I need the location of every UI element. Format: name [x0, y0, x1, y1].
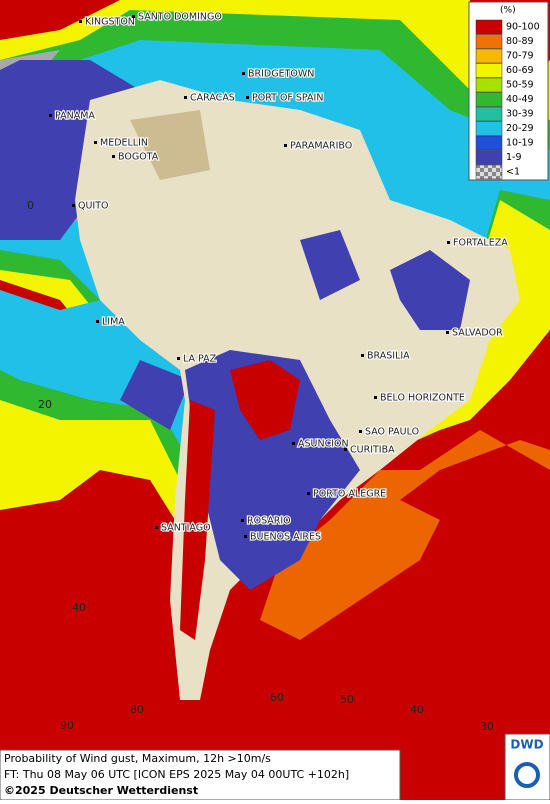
city-marker: [246, 96, 249, 99]
footer-line: FT: Thu 08 May 06 UTC [ICON EPS 2025 May…: [4, 768, 349, 781]
city-marker: [241, 519, 244, 522]
city-label: LIMA: [102, 317, 125, 328]
city-marker: [49, 114, 52, 117]
legend-swatch: [475, 135, 503, 151]
city-marker: [284, 144, 287, 147]
city-label: BOGOTA: [118, 152, 159, 163]
legend-label: 40-49: [506, 94, 534, 105]
grid-label: 50: [340, 693, 354, 706]
legend: (%) 90-100 80-89 70-79 60-69 50-59 40-49 30-39 2…: [468, 1, 549, 181]
city-label: QUITO: [78, 201, 109, 212]
legend-swatch: [475, 77, 503, 93]
city-label: KINGSTON: [85, 17, 135, 28]
city-marker: [94, 141, 97, 144]
city-label: BRASILIA: [367, 351, 410, 362]
city-label: SAO PAULO: [365, 427, 419, 438]
city-marker: [292, 442, 295, 445]
city-marker: [132, 15, 135, 18]
city-label: SANTIAGO: [161, 523, 211, 534]
grid-label: 60: [270, 691, 284, 704]
city-marker: [359, 430, 362, 433]
city-label: CURITIBA: [350, 445, 395, 456]
legend-swatch: [475, 121, 503, 136]
city-label: PORTO ALEGRE: [313, 489, 386, 500]
grid-label: 80: [130, 703, 144, 716]
legend-swatch: [475, 92, 503, 107]
city-label: SANTO DOMINGO: [138, 12, 222, 23]
legend-swatch: [475, 34, 503, 49]
legend-swatch: [475, 164, 503, 180]
grid-label: 20: [38, 398, 52, 411]
legend-swatch: [475, 19, 503, 35]
city-marker: [242, 72, 245, 75]
city-marker: [184, 96, 187, 99]
city-label: PARAMARIBO: [290, 141, 352, 152]
city-label: CARACAS: [190, 93, 235, 104]
city-label: PANAMA: [55, 111, 95, 122]
city-marker: [155, 526, 158, 529]
legend-label: 50-59: [506, 80, 534, 91]
city-marker: [344, 448, 347, 451]
city-label: ROSARIO: [247, 516, 291, 527]
legend-label: <1: [506, 167, 520, 178]
city-marker: [361, 354, 364, 357]
legend-label: 10-19: [506, 138, 534, 149]
city-label: BRIDGETOWN: [248, 69, 314, 80]
legend-label: 60-69: [506, 65, 534, 76]
legend-label: 20-29: [506, 123, 534, 134]
city-marker: [112, 155, 115, 158]
city-label: MEDELLIN: [100, 138, 148, 149]
city-label: ASUNCION: [298, 439, 349, 450]
grid-label: 40: [410, 703, 424, 716]
legend-swatch: [475, 63, 503, 78]
grid-label: 90: [60, 719, 74, 732]
city-marker: [79, 20, 82, 23]
legend-label: 30-39: [506, 109, 534, 120]
city-label: BELO HORIZONTE: [380, 393, 465, 404]
city-marker: [72, 204, 75, 207]
legend-swatch: [475, 48, 503, 64]
city-label: PORT OF SPAIN: [252, 93, 323, 104]
legend-swatch: [475, 106, 503, 122]
city-marker: [446, 331, 449, 334]
legend-label: 90-100: [506, 22, 540, 33]
logo-box: [504, 733, 550, 801]
city-label: SALVADOR: [452, 328, 503, 339]
legend-label: 70-79: [506, 51, 534, 62]
city-label: LA PAZ: [183, 354, 217, 365]
city-marker: [307, 492, 310, 495]
city-marker: [447, 241, 450, 244]
grid-label: 0: [27, 199, 34, 212]
footer-line: Probability of Wind gust, Maximum, 12h >…: [4, 752, 271, 765]
grid-label: 40: [72, 601, 86, 614]
footer-box: [0, 749, 401, 801]
footer-line: ©2025 Deutscher Wetterdienst: [4, 784, 198, 797]
grid-label: 30: [480, 720, 494, 733]
city-marker: [244, 535, 247, 538]
legend-title: (%): [500, 6, 516, 16]
city-label: BUENOS AIRES: [250, 532, 321, 543]
legend-label: 1-9: [506, 152, 522, 163]
legend-swatch: [475, 150, 503, 165]
legend-label: 80-89: [506, 36, 534, 47]
logo-text: DWD: [510, 738, 543, 752]
city-marker: [96, 320, 99, 323]
city-marker: [374, 396, 377, 399]
logo-swirl: [514, 762, 540, 788]
city-label: FORTALEZA: [453, 238, 508, 249]
city-marker: [177, 357, 180, 360]
